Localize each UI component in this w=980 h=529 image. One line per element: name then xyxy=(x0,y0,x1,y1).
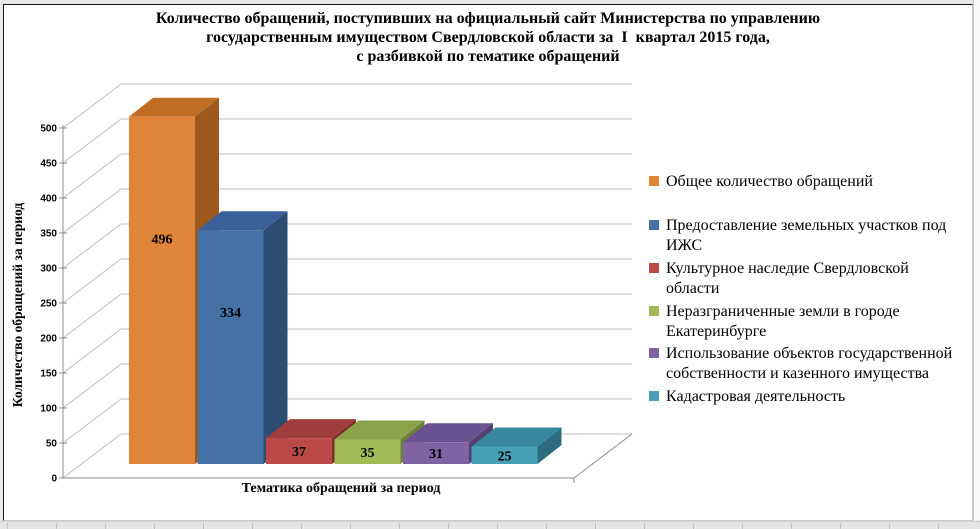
y-tick-label: 100 xyxy=(40,404,57,415)
legend-item-lands[interactable]: Неразграниченные земли в городе Екатерин… xyxy=(649,302,966,341)
sheet-column-tick xyxy=(889,523,890,529)
bar-value-label: 31 xyxy=(429,447,443,462)
bar-value-label: 496 xyxy=(152,232,173,247)
legend-item-cadastre[interactable]: Кадастровая деятельность xyxy=(649,387,966,407)
y-axis-title: Количество обращений за период xyxy=(10,202,25,408)
bar-top-face xyxy=(403,423,493,443)
gridline-side xyxy=(62,433,122,479)
legend-label: Использование объектов государственной с… xyxy=(666,345,953,382)
sheet-column-tick xyxy=(203,523,204,529)
bar-side-face xyxy=(537,427,562,464)
legend-label: Культурное наследие Свердловской области xyxy=(666,260,909,297)
legend-swatch-icon xyxy=(649,220,659,230)
bar-value-label: 35 xyxy=(361,446,375,461)
bar-top-face xyxy=(266,419,356,439)
gridline-side xyxy=(62,83,122,129)
bar-value-label: 25 xyxy=(498,449,512,464)
sheet-column-tick xyxy=(7,523,8,529)
y-tick-label: 0 xyxy=(51,474,57,485)
bar-value-label: 37 xyxy=(292,445,306,460)
sheet-column-tick xyxy=(105,523,106,529)
gridline-side xyxy=(62,258,122,304)
sheet-column-tick xyxy=(301,523,302,529)
chart-title: Количество обращений, поступивших на офи… xyxy=(4,9,972,66)
bar-front-face xyxy=(403,442,469,464)
sheet-column-tick xyxy=(56,523,57,529)
bar-series-1[interactable]: 334 xyxy=(197,211,288,464)
bar-top-face xyxy=(197,211,288,231)
legend-item-heritage[interactable]: Культурное наследие Свердловской области xyxy=(649,259,966,298)
sheet-gridline xyxy=(973,0,974,520)
gridline-side xyxy=(62,293,122,339)
legend-item-state-property[interactable]: Использование объектов государственной с… xyxy=(649,344,966,383)
x-axis-title: Тематика обращений за период xyxy=(241,481,441,496)
bar-top-face xyxy=(129,97,219,117)
y-tick-label: 200 xyxy=(40,334,57,345)
sheet-column-tick xyxy=(938,523,939,529)
y-tick-label: 350 xyxy=(40,229,57,240)
legend-label: Общее количество обращений xyxy=(666,173,873,190)
sheet-column-tick xyxy=(497,523,498,529)
chart-title-line-3: с разбивкой по тематике обращений xyxy=(356,48,620,65)
sheet-column-tick xyxy=(448,523,449,529)
bar-front-face xyxy=(129,116,195,465)
legend-item-izhs[interactable]: Предоставление земельных участков под ИЖ… xyxy=(649,216,966,255)
sheet-column-tick xyxy=(399,523,400,529)
bar-top-face xyxy=(471,427,562,447)
sheet-column-tick xyxy=(644,523,645,529)
legend-swatch-icon xyxy=(649,391,659,401)
y-tick-label: 250 xyxy=(40,299,57,310)
sheet-column-tick xyxy=(840,523,841,529)
gridline-side xyxy=(62,363,122,409)
y-tick-label: 500 xyxy=(40,124,57,135)
bar-front-face xyxy=(266,438,332,464)
y-tick-label: 450 xyxy=(40,159,57,170)
chart-title-line-1: Количество обращений, поступивших на офи… xyxy=(155,10,821,27)
gridline-side xyxy=(62,153,122,199)
legend-label: Предоставление земельных участков под ИЖ… xyxy=(666,217,947,254)
legend-item-total[interactable]: Общее количество обращений xyxy=(649,172,966,192)
legend-swatch-icon xyxy=(649,306,659,316)
legend-swatch-icon xyxy=(649,348,659,358)
gridline-side xyxy=(62,398,122,444)
legend-swatch-icon xyxy=(649,176,659,186)
gridline-side xyxy=(62,328,122,374)
y-tick-label: 400 xyxy=(40,194,57,205)
gridline-side xyxy=(62,223,122,269)
bar-front-face xyxy=(471,446,538,464)
bar-side-face xyxy=(263,211,288,464)
bar-front-face xyxy=(197,230,264,464)
chart-object[interactable]: Количество обращений, поступивших на офи… xyxy=(3,4,973,521)
sheet-column-tick xyxy=(791,523,792,529)
y-tick-label: 300 xyxy=(40,264,57,275)
legend-label: Неразграниченные земли в городе Екатерин… xyxy=(666,303,900,340)
bar-top-face xyxy=(334,420,425,440)
floor-right-edge xyxy=(573,433,633,479)
gridline-side xyxy=(62,118,122,164)
bar-value-label: 334 xyxy=(220,306,241,321)
sheet-column-tick xyxy=(350,523,351,529)
sheet-column-tick xyxy=(595,523,596,529)
legend-label: Кадастровая деятельность xyxy=(666,388,846,405)
gridline-side xyxy=(62,188,122,234)
sheet-margin-right xyxy=(974,0,980,520)
y-tick-label: 50 xyxy=(46,439,58,450)
sheet-column-tick xyxy=(546,523,547,529)
y-tick-label: 150 xyxy=(40,369,57,380)
bar-series-5[interactable]: 25 xyxy=(471,427,562,465)
sheet-column-tick xyxy=(742,523,743,529)
sheet-column-tick xyxy=(693,523,694,529)
sheet-column-tick xyxy=(154,523,155,529)
legend-swatch-icon xyxy=(649,263,659,273)
chart-title-line-2: государственным имуществом Свердловской … xyxy=(206,29,770,46)
bar-front-face xyxy=(334,439,401,464)
sheet-column-tick xyxy=(252,523,253,529)
sheet-row-strip xyxy=(0,521,980,529)
